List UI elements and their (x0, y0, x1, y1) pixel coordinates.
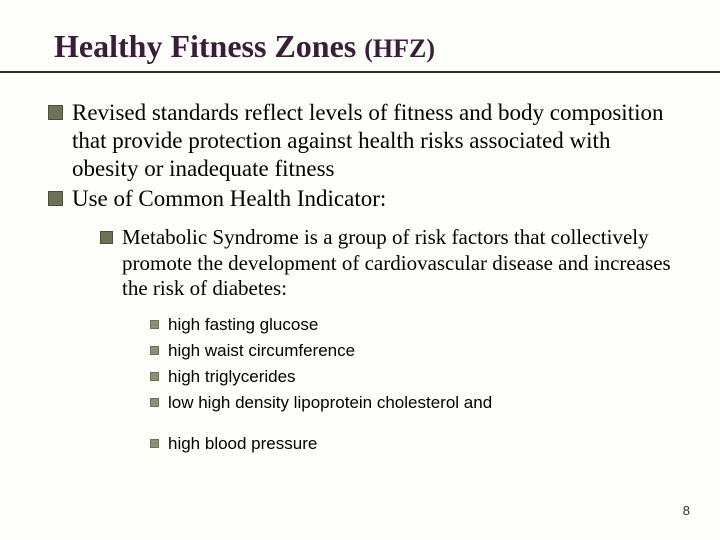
list-item: high blood pressure (150, 433, 680, 456)
list-item: Use of Common Health Indicator: Metaboli… (48, 185, 680, 456)
bullet-list-level1: Revised standards reflect levels of fitn… (48, 99, 680, 456)
list-item: Metabolic Syndrome is a group of risk fa… (100, 225, 680, 456)
bullet-text: high blood pressure (168, 434, 317, 453)
title-underline (0, 71, 720, 73)
list-item: high fasting glucose (150, 314, 680, 337)
list-item: low high density lipoprotein cholesterol… (150, 392, 680, 415)
bullet-text: Use of Common Health Indicator: (72, 186, 386, 211)
bullet-text: high waist circumference (168, 341, 355, 360)
bullet-text: high triglycerides (168, 367, 296, 386)
title-main: Healthy Fitness Zones (54, 28, 364, 64)
page-number: 8 (683, 503, 690, 518)
list-item: high triglycerides (150, 366, 680, 389)
bullet-text: Revised standards reflect levels of fitn… (72, 100, 663, 181)
bullet-text: Metabolic Syndrome is a group of risk fa… (122, 225, 671, 300)
bullet-text: high fasting glucose (168, 315, 318, 334)
slide-title: Healthy Fitness Zones (HFZ) (48, 28, 680, 65)
bullet-text: low high density lipoprotein cholesterol… (168, 393, 492, 412)
title-abbr: (HFZ) (364, 34, 435, 63)
bullet-list-level3: high fasting glucose high waist circumfe… (150, 314, 680, 456)
list-item: high waist circumference (150, 340, 680, 363)
bullet-list-level2: Metabolic Syndrome is a group of risk fa… (100, 225, 680, 456)
slide-container: Healthy Fitness Zones (HFZ) Revised stan… (0, 0, 720, 540)
list-item: Revised standards reflect levels of fitn… (48, 99, 680, 183)
